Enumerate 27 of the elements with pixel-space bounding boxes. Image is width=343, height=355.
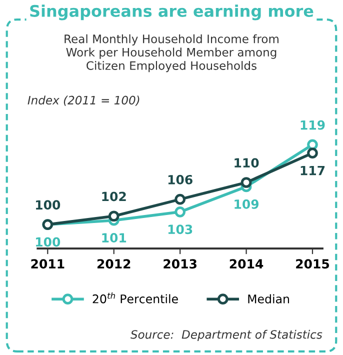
chart-subtitle: Real Monthly Household Income from Work per Household Member among Citizen Employed Households (64, 34, 278, 72)
data-label: 102 (102, 192, 126, 202)
text: Index (2011 = 100) (28, 96, 140, 106)
point (240, 177, 252, 188)
data-label: 101 (102, 233, 126, 243)
point (174, 206, 186, 218)
x-tick-label: 2015 (296, 259, 330, 269)
data-label: 110 (234, 158, 259, 168)
point (108, 210, 120, 222)
data-label: 103 (168, 224, 192, 234)
point (307, 148, 318, 158)
data-label: 109 (234, 199, 259, 209)
data-label: 100 (36, 237, 60, 247)
chart-title: Singaporeans are earning more (30, 4, 314, 20)
x-tick-label: 2011 (31, 259, 64, 269)
data-label: 106 (168, 174, 192, 184)
point (307, 139, 318, 150)
legend-label: 20$^{th}$ Percentile (92, 292, 178, 304)
source-note: Source: Department of Statistics (130, 330, 322, 342)
data-label: 119 (300, 120, 325, 130)
data-label: 100 (36, 200, 60, 210)
data-label: 117 (300, 166, 325, 176)
legend-label: Median (248, 294, 290, 304)
x-tick-label: 2012 (97, 259, 130, 269)
x-tick-label: 2013 (164, 259, 196, 269)
x-tick-label: 2014 (230, 259, 264, 269)
point (174, 194, 186, 205)
